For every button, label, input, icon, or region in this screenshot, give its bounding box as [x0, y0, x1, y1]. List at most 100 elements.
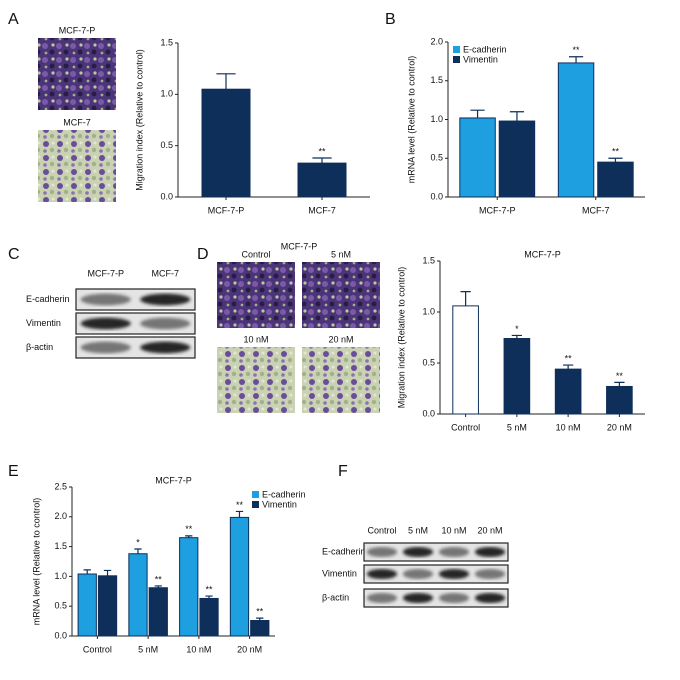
x-tick-label: 20 nM [607, 422, 632, 432]
blot-row-label: E-cadherin [322, 546, 366, 556]
blot-band [402, 546, 434, 558]
blot-row-label: Vimentin [322, 568, 357, 578]
bar [229, 516, 250, 637]
significance-label: * [136, 537, 140, 547]
panel-label: B [385, 11, 396, 28]
significance-label: ** [573, 45, 581, 55]
blot-band [474, 546, 506, 558]
significance-label: ** [256, 606, 264, 616]
significance-label: ** [155, 574, 163, 584]
y-tick-label: 1.0 [422, 306, 435, 316]
significance-label: ** [318, 146, 326, 156]
error-bar [185, 535, 193, 538]
image-label: MCF-7-P [59, 25, 96, 35]
image-label: 20 nM [328, 334, 353, 344]
x-tick-label: 20 nM [237, 644, 262, 654]
bar [128, 553, 148, 637]
error-bar [154, 585, 162, 588]
y-tick-label: 0.0 [54, 630, 67, 640]
bar [597, 161, 634, 198]
legend-swatch [453, 46, 460, 53]
blot-row-label: Vimentin [26, 318, 61, 328]
bar [179, 537, 199, 637]
x-tick-label: 5 nM [138, 644, 158, 654]
blot-band [140, 317, 191, 330]
bar [199, 597, 219, 637]
y-tick-label: 1.5 [422, 255, 435, 265]
y-axis-label: mRNA level (Relative to control) [406, 56, 416, 184]
y-tick-label: 2.5 [54, 481, 67, 491]
blot-lane-label: MCF-7-P [88, 268, 125, 278]
error-bar [205, 595, 213, 599]
bar [557, 62, 595, 198]
image-label: MCF-7 [63, 117, 91, 127]
y-tick-label: 1.0 [160, 89, 173, 99]
blot-lane-label: 5 nM [408, 525, 428, 535]
x-tick-label: Control [83, 644, 112, 654]
error-bar [216, 73, 236, 90]
micrograph [302, 262, 380, 328]
blot-lane-label: 10 nM [441, 525, 466, 535]
image-label: 10 nM [243, 334, 268, 344]
blot-band [438, 546, 470, 558]
y-tick-label: 0.0 [422, 408, 435, 418]
legend-swatch [252, 491, 259, 498]
error-bar [312, 157, 332, 164]
x-tick-label: MCF-7 [308, 205, 336, 215]
y-axis-label: Migration index (Relative to control) [396, 267, 406, 409]
blot-row-label: E-cadherin [26, 294, 70, 304]
blot-band [366, 546, 398, 558]
y-tick-label: 0.0 [430, 191, 443, 201]
error-bar [614, 381, 625, 387]
significance-label: ** [616, 371, 624, 381]
error-bar [608, 157, 623, 163]
panel-label: A [8, 11, 19, 28]
significance-label: ** [185, 524, 193, 534]
blot-row-label: β-actin [26, 342, 53, 352]
error-bar [509, 111, 525, 122]
significance-label: ** [565, 353, 573, 363]
blot-band [474, 592, 506, 604]
legend-label: Vimentin [463, 54, 498, 64]
blot-band [140, 293, 191, 306]
significance-label: ** [206, 584, 214, 594]
bar [148, 587, 168, 637]
error-bar [134, 548, 142, 554]
error-bar [460, 291, 471, 306]
y-tick-label: 1.5 [430, 75, 443, 85]
error-bar [568, 56, 584, 63]
error-bar [103, 569, 112, 576]
y-axis-label: mRNA level (Relative to control) [31, 498, 41, 626]
chart-title: MCF-7-P [524, 249, 561, 259]
panel-label: D [197, 246, 209, 263]
blot-band [402, 568, 434, 580]
micrograph [38, 130, 116, 202]
y-tick-label: 1.0 [54, 571, 67, 581]
y-tick-label: 0.5 [54, 601, 67, 611]
error-bar [511, 334, 522, 339]
bar [297, 162, 347, 198]
y-tick-label: 0.5 [422, 357, 435, 367]
blot-strip [363, 542, 509, 562]
y-tick-label: 0.0 [160, 191, 173, 201]
bar [97, 575, 118, 637]
legend-label: E-cadherin [463, 44, 507, 54]
y-tick-label: 1.5 [160, 37, 173, 47]
micrograph [38, 38, 116, 110]
blot-lane-label: 20 nM [477, 525, 502, 535]
x-tick-label: 5 nM [507, 422, 527, 432]
chart-title: MCF-7-P [155, 475, 192, 485]
image-label: 5 nM [331, 249, 351, 259]
blot-row-label: β-actin [322, 592, 349, 602]
image-title: MCF-7-P [281, 241, 318, 251]
blot-lane-label: MCF-7 [152, 268, 180, 278]
error-bar [256, 617, 264, 621]
x-tick-label: Control [451, 422, 480, 432]
x-tick-label: MCF-7-P [208, 205, 245, 215]
legend-swatch [252, 501, 259, 508]
legend-swatch [453, 56, 460, 63]
bar [201, 88, 251, 198]
panel-label: C [8, 246, 20, 263]
blot-band [366, 592, 398, 604]
